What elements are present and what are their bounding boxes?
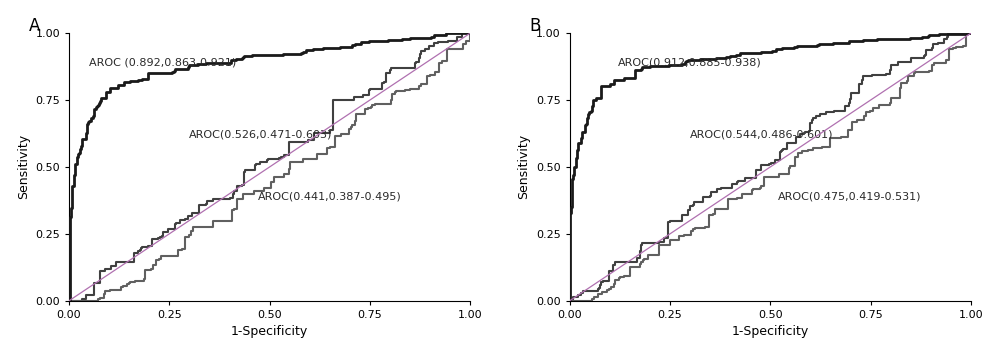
Text: AROC(0.544,0.486-0.601): AROC(0.544,0.486-0.601) xyxy=(690,130,834,140)
Text: AROC(0.526,0.471-0.603): AROC(0.526,0.471-0.603) xyxy=(189,130,333,140)
X-axis label: 1-Specificity: 1-Specificity xyxy=(231,325,308,338)
Text: AROC(0.441,0.387-0.495): AROC(0.441,0.387-0.495) xyxy=(258,191,401,201)
Text: AROC(0.912,0.885-0.938): AROC(0.912,0.885-0.938) xyxy=(618,57,762,67)
Text: B: B xyxy=(530,17,541,35)
Text: A: A xyxy=(29,17,40,35)
Text: AROC(0.475,0.419-0.531): AROC(0.475,0.419-0.531) xyxy=(778,191,922,201)
Y-axis label: Sensitivity: Sensitivity xyxy=(17,134,30,200)
X-axis label: 1-Specificity: 1-Specificity xyxy=(732,325,809,338)
Text: AROC (0.892,0.863-0.921): AROC (0.892,0.863-0.921) xyxy=(89,57,236,67)
Y-axis label: Sensitivity: Sensitivity xyxy=(517,134,530,200)
